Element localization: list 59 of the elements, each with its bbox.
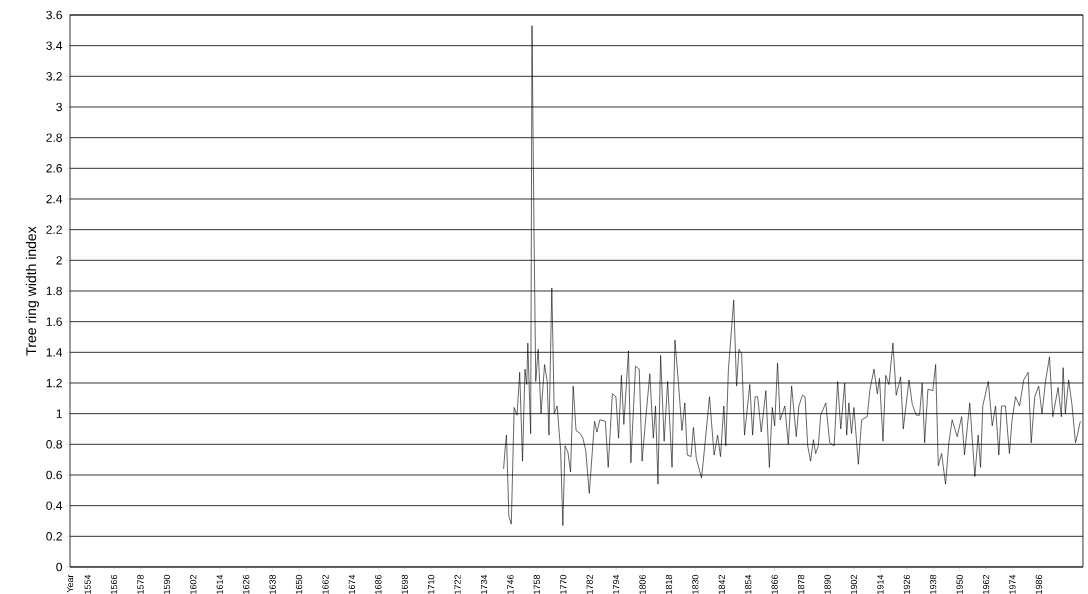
y-tick-label: 0.4: [46, 501, 63, 510]
x-tick-label: 1662: [322, 574, 329, 594]
y-tick-label: 1.4: [46, 348, 63, 357]
y-tick-label: 2: [56, 256, 62, 265]
x-tick-label: 1698: [401, 574, 408, 594]
x-tick-label: 1818: [665, 574, 673, 594]
x-tick-label: 1866: [771, 574, 778, 594]
x-tick-label: 1566: [110, 574, 118, 594]
x-tick-label: 1902: [850, 574, 858, 594]
y-tick-label: 3: [56, 102, 62, 112]
y-tick-label: 0.6: [46, 470, 62, 480]
x-tick-label: 1602: [190, 574, 197, 594]
x-tick-label: 1830: [692, 574, 699, 594]
x-tick-label: 1626: [242, 574, 250, 594]
x-tick-label: 1890: [824, 574, 831, 594]
y-tick-label: 1: [56, 409, 62, 418]
x-tick-label: 1758: [533, 574, 541, 594]
x-tick-label: 1710: [427, 574, 435, 594]
x-tick-label: 1554: [84, 574, 91, 594]
y-tick-label: 0.2: [46, 532, 62, 541]
y-tick-label: 3.4: [46, 41, 63, 50]
x-tick-label: 1734: [480, 574, 488, 594]
x-tick-label: 1590: [163, 574, 171, 594]
y-tick-label: 2.2: [46, 225, 62, 234]
y-tick-label: 0: [56, 562, 63, 572]
y-tick-label: 3.6: [46, 10, 62, 20]
y-tick-label: 3.2: [46, 72, 62, 81]
x-tick-label: 1638: [269, 574, 276, 594]
x-tick-label: 1986: [1035, 574, 1043, 594]
y-tick-label: 2.8: [46, 133, 62, 142]
x-tick-label: 1842: [718, 574, 726, 594]
y-tick-label: 0.8: [46, 440, 62, 449]
y-tick-label: 1.2: [46, 378, 62, 388]
y-tick-label: 2.6: [46, 164, 62, 173]
y-tick-label: 1.8: [46, 286, 62, 296]
x-tick-label: 1770: [560, 574, 567, 594]
x-tick-label: 1686: [375, 574, 382, 594]
x-tick-label: 1926: [903, 574, 910, 594]
x-tick-label: 1578: [137, 574, 144, 594]
x-tick-label: 1914: [877, 574, 884, 594]
x-tick-label: 1794: [612, 574, 620, 594]
x-tick-label: 1950: [956, 574, 963, 594]
x-tick-label: 1614: [216, 574, 223, 594]
x-tick-label: 1962: [982, 574, 990, 594]
y-tick-label: 1.6: [46, 317, 62, 326]
y-axis-title: Tree ring width index: [25, 226, 39, 356]
x-tick-label: 1878: [797, 574, 805, 594]
x-tick-label: Year: [66, 574, 74, 593]
x-tick-label: 1938: [930, 574, 937, 594]
x-tick-label: 1746: [507, 574, 514, 594]
x-tick-label: 1674: [348, 574, 356, 594]
x-tick-label: 1722: [454, 574, 461, 594]
x-tick-label: 1854: [745, 574, 752, 594]
x-tick-label: 1650: [295, 574, 303, 594]
x-tick-label: 1974: [1009, 574, 1016, 594]
x-tick-label: 1806: [639, 574, 646, 594]
x-tick-label: 1782: [586, 574, 593, 594]
y-tick-label: 2.4: [46, 194, 63, 204]
line-series: [503, 25, 1081, 526]
